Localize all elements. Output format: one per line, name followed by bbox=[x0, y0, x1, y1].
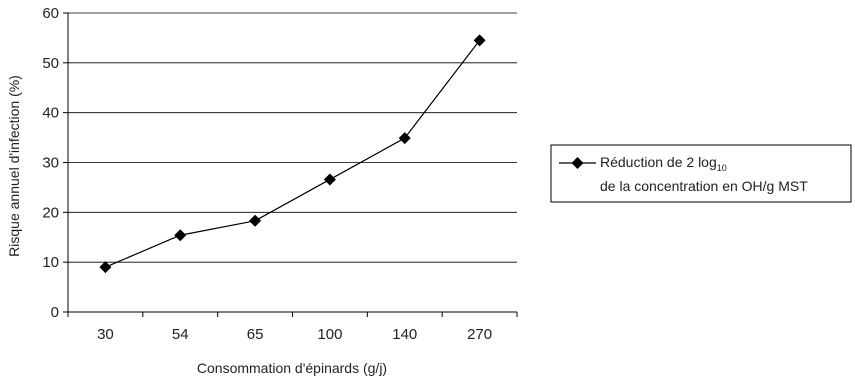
gridlines bbox=[68, 12, 517, 263]
x-tick-label: 140 bbox=[392, 326, 417, 343]
x-tick-label: 100 bbox=[317, 326, 342, 343]
legend-label-line1: Réduction de 2 log10 bbox=[600, 154, 727, 173]
legend-box bbox=[550, 144, 852, 203]
y-tick-label: 60 bbox=[42, 5, 59, 22]
y-tick-label: 50 bbox=[42, 55, 59, 72]
legend-label-line2: de la concentration en OH/g MST bbox=[600, 178, 808, 194]
x-tick-label: 30 bbox=[97, 326, 114, 343]
x-tick-label: 270 bbox=[467, 326, 492, 343]
data-point-diamond bbox=[249, 214, 262, 227]
y-tick-label: 40 bbox=[42, 105, 59, 122]
legend: Réduction de 2 log10 de la concentration… bbox=[550, 144, 852, 203]
y-tick-label: 30 bbox=[42, 155, 59, 172]
legend-diamond-icon bbox=[571, 157, 584, 169]
y-tick-label: 20 bbox=[42, 204, 59, 221]
x-axis-ticks: 30 54 65 100 140 270 bbox=[67, 312, 518, 343]
series-markers bbox=[99, 34, 486, 274]
y-axis-title: Risque annuel d'infection (%) bbox=[6, 75, 22, 257]
x-tick-label: 54 bbox=[172, 326, 189, 343]
data-point-diamond bbox=[323, 173, 336, 186]
series-line bbox=[105, 40, 481, 268]
legend-subscript: 10 bbox=[717, 163, 727, 173]
data-point-diamond bbox=[99, 261, 112, 274]
data-point-diamond bbox=[398, 132, 411, 145]
y-tick-label: 10 bbox=[42, 254, 59, 271]
y-tick-label: 0 bbox=[51, 304, 59, 321]
y-axis-ticks: 0 10 20 30 40 50 60 bbox=[42, 5, 68, 321]
data-point-diamond bbox=[473, 34, 486, 47]
data-point-diamond bbox=[174, 229, 187, 242]
x-tick-label: 65 bbox=[247, 326, 264, 343]
x-axis-title: Consommation d'épinards (g/j) bbox=[197, 360, 387, 376]
